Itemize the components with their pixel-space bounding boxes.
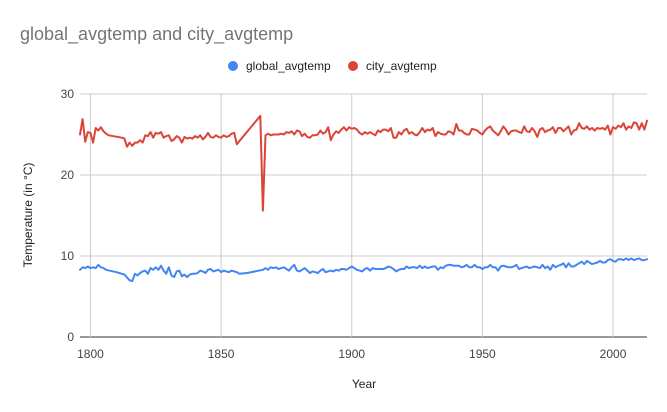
series-line-global-avgtemp[interactable] (79, 257, 648, 283)
x-axis-ticks: 1800 1850 1900 1950 2000 (77, 347, 627, 361)
series-lines (79, 114, 648, 283)
legend-label-city: city_avgtemp (366, 59, 437, 73)
legend: global_avgtemp city_avgtemp (228, 59, 437, 73)
x-tick-label: 1900 (338, 347, 365, 361)
y-tick-label: 0 (67, 330, 74, 344)
legend-item-global[interactable]: global_avgtemp (228, 59, 331, 73)
y-axis-title: Temperature (in °C) (21, 163, 35, 268)
x-tick-label: 1950 (469, 347, 496, 361)
y-axis-ticks: 0 10 20 30 (61, 87, 75, 344)
y-tick-label: 10 (61, 249, 75, 263)
legend-swatch-city (348, 61, 358, 71)
x-tick-label: 1800 (77, 347, 104, 361)
series-line-city-avgtemp[interactable] (79, 114, 648, 212)
x-tick-label: 1850 (208, 347, 235, 361)
gridlines (80, 93, 647, 338)
x-axis-title: Year (352, 377, 376, 391)
chart-title: global_avgtemp and city_avgtemp (20, 24, 293, 45)
y-tick-label: 30 (61, 87, 75, 101)
x-tick-label: 2000 (600, 347, 627, 361)
legend-swatch-global (228, 61, 238, 71)
y-tick-label: 20 (61, 168, 75, 182)
legend-label-global: global_avgtemp (246, 59, 331, 73)
legend-item-city[interactable]: city_avgtemp (348, 59, 437, 73)
